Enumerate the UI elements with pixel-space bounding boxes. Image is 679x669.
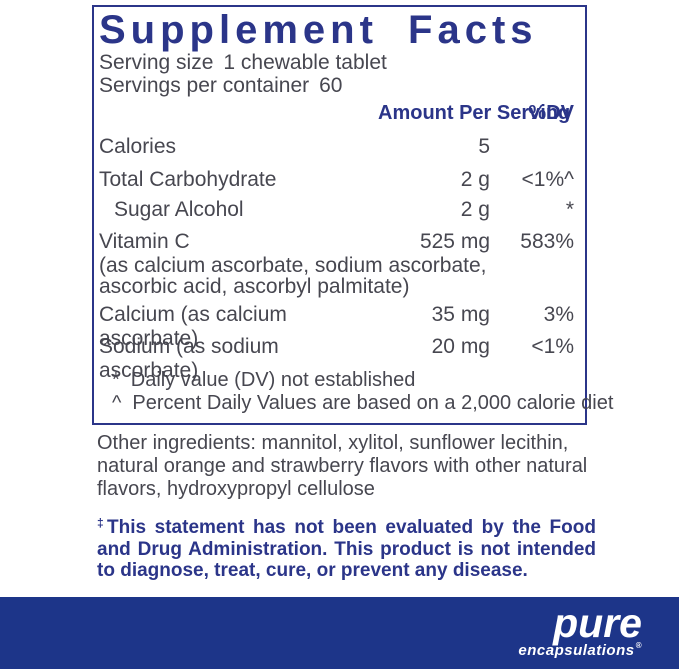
nutrient-source-note: ascorbic acid, ascorbyl palmitate) bbox=[99, 275, 410, 298]
table-row: Sugar Alcohol 2 g * bbox=[99, 198, 574, 222]
serving-size-value: 1 chewable tablet bbox=[223, 51, 387, 74]
other-ingredients-paragraph: Other ingredients: mannitol, xylitol, su… bbox=[97, 432, 588, 500]
footnote-dv-not-established: * Daily value (DV) not established bbox=[112, 369, 415, 392]
nutrient-source-note: (as calcium ascorbate, sodium ascorbate, bbox=[99, 254, 487, 277]
footnote-text: Percent Daily Values are based on a 2,00… bbox=[132, 392, 614, 414]
nutrient-name: Sodium (as sodium ascorbate) bbox=[99, 335, 279, 382]
nutrient-amount: 2 g bbox=[460, 168, 490, 191]
disclaimer-text: This statement has not been evaluated by… bbox=[97, 517, 596, 581]
dv-header: %DV bbox=[528, 102, 574, 124]
logo-tagline: encapsulations® bbox=[518, 641, 642, 659]
nutrient-dv: <1% bbox=[531, 335, 574, 358]
footnote-text: Daily value (DV) not established bbox=[130, 369, 416, 391]
serving-size-label: Serving size bbox=[99, 51, 214, 74]
brand-footer-bar: pure encapsulations® bbox=[0, 597, 679, 669]
disclaimer-dagger-symbol: ‡ bbox=[97, 516, 107, 530]
table-row: Vitamin C 525 mg 583% bbox=[99, 230, 574, 254]
serving-size-line: Serving size 1 chewable tablet bbox=[99, 51, 387, 75]
nutrient-name: Calcium (as calcium ascorbate) bbox=[99, 303, 287, 350]
nutrient-amount: 35 mg bbox=[431, 303, 490, 326]
nutrient-amount: 20 mg bbox=[431, 335, 490, 358]
nutrient-name: Sugar Alcohol bbox=[114, 198, 244, 221]
registered-trademark-icon: ® bbox=[635, 641, 642, 650]
servings-per-container-line: Servings per container 60 bbox=[99, 74, 342, 98]
nutrient-amount: 5 bbox=[478, 135, 490, 158]
servings-per-container-value: 60 bbox=[319, 74, 343, 97]
table-row: Total Carbohydrate 2 g <1%^ bbox=[99, 168, 574, 192]
footnote-percent-dv: ^ Percent Daily Values are based on a 2,… bbox=[112, 392, 613, 415]
nutrient-name: Calories bbox=[99, 135, 177, 158]
fda-disclaimer-paragraph: ‡This statement has not been evaluated b… bbox=[97, 513, 596, 582]
servings-per-container-label: Servings per container bbox=[99, 74, 310, 97]
nutrient-dv: 583% bbox=[520, 230, 574, 253]
nutrient-dv: <1%^ bbox=[521, 168, 574, 191]
nutrient-dv: 3% bbox=[543, 303, 574, 326]
panel-title: Supplement Facts bbox=[99, 8, 538, 52]
nutrient-amount: 2 g bbox=[460, 198, 490, 221]
nutrient-name: Vitamin C bbox=[99, 230, 190, 253]
nutrient-amount: 525 mg bbox=[419, 230, 490, 253]
footnote-symbol: * bbox=[112, 369, 120, 391]
table-row: Calcium (as calcium ascorbate) 35 mg 3% bbox=[99, 303, 574, 351]
amount-per-serving-header: Amount Per Serving bbox=[378, 102, 571, 124]
column-header-row: Amount Per Serving %DV bbox=[99, 102, 574, 125]
footnote-symbol: ^ bbox=[112, 392, 122, 414]
table-row: Calories 5 bbox=[99, 135, 574, 159]
supplement-facts-panel: Supplement Facts Serving size 1 chewable… bbox=[92, 5, 613, 425]
logo-wordmark: pure bbox=[553, 600, 642, 646]
nutrient-name: Total Carbohydrate bbox=[99, 168, 277, 191]
nutrient-dv: * bbox=[565, 198, 574, 221]
logo-tagline-text: encapsulations bbox=[518, 642, 635, 659]
pure-encapsulations-logo: pure encapsulations® bbox=[518, 600, 642, 659]
table-row: Sodium (as sodium ascorbate) 20 mg <1% bbox=[99, 335, 574, 383]
